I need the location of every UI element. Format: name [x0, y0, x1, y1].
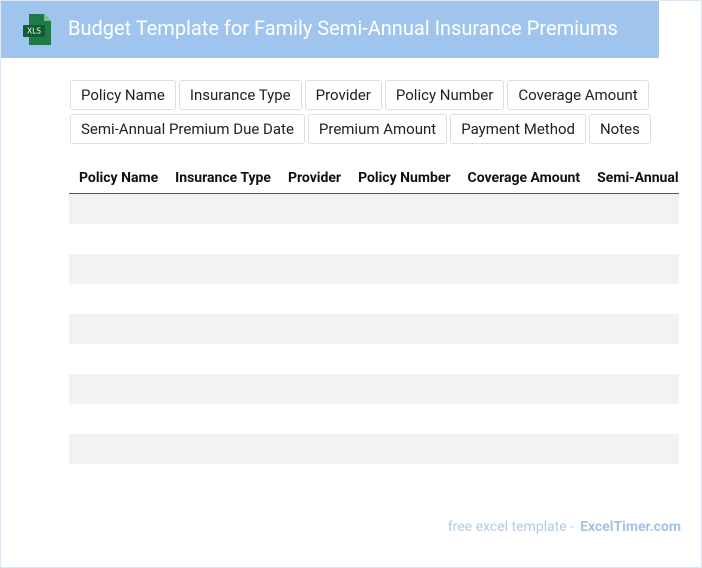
xls-icon: XLS: [23, 14, 51, 45]
table-row: [69, 344, 679, 374]
header: XLS Budget Template for Family Semi-Annu…: [1, 1, 659, 58]
table-row: [69, 374, 679, 404]
table-row: [69, 404, 679, 434]
footer-link[interactable]: ExcelTimer.com: [580, 519, 681, 535]
table-row: [69, 284, 679, 314]
table-cell: [69, 254, 679, 284]
column-header: Coverage Amount: [457, 163, 588, 194]
table-row: [69, 314, 679, 344]
field-chip[interactable]: Policy Number: [384, 80, 505, 110]
table-cell: [69, 314, 679, 344]
field-chip[interactable]: Insurance Type: [178, 80, 302, 110]
table-cell: [69, 404, 679, 434]
table-cell: [69, 434, 679, 464]
column-header: Semi-Annual Premium Due Date: [587, 163, 679, 194]
table-row: [69, 193, 679, 224]
field-chip[interactable]: Provider: [304, 80, 382, 110]
table-cell: [69, 193, 679, 224]
column-header: Insurance Type: [165, 163, 278, 194]
header-row: Policy Name Insurance Type Provider Policy …: [69, 163, 679, 194]
title: Budget Template for Family Semi-Annual I…: [68, 16, 618, 40]
table-cell: [69, 344, 679, 374]
column-header: Provider: [277, 163, 349, 194]
table-cell: [69, 464, 679, 494]
table: Policy Name Insurance Type Provider Policy …: [69, 163, 679, 494]
table-body: [69, 193, 679, 495]
footer-text: free excel template -: [447, 519, 575, 535]
table-cell: [69, 224, 679, 254]
table-cell: [69, 284, 679, 314]
icon-label: XLS: [27, 27, 41, 36]
field-chip[interactable]: Premium Amount: [307, 114, 448, 144]
table-cell: [69, 374, 679, 404]
field-chip[interactable]: Policy Name: [70, 80, 176, 110]
field-chip[interactable]: Semi-Annual Premium Due Date: [70, 114, 305, 144]
field-list: Policy Name Insurance Type Provider Policy …: [70, 80, 660, 144]
column-header: Policy Number: [348, 163, 458, 194]
footer: free excel template - ExcelTimer.com: [448, 519, 681, 535]
field-chip[interactable]: Payment Method: [450, 114, 586, 144]
table-container: Policy Name Insurance Type Provider Policy …: [69, 163, 679, 494]
field-chip[interactable]: Coverage Amount: [507, 80, 649, 110]
table-row: [69, 464, 679, 494]
table-row: [69, 224, 679, 254]
column-header: Policy Name: [69, 163, 166, 194]
field-chip[interactable]: Notes: [588, 114, 651, 144]
table-row: [69, 434, 679, 464]
table-row: [69, 254, 679, 284]
